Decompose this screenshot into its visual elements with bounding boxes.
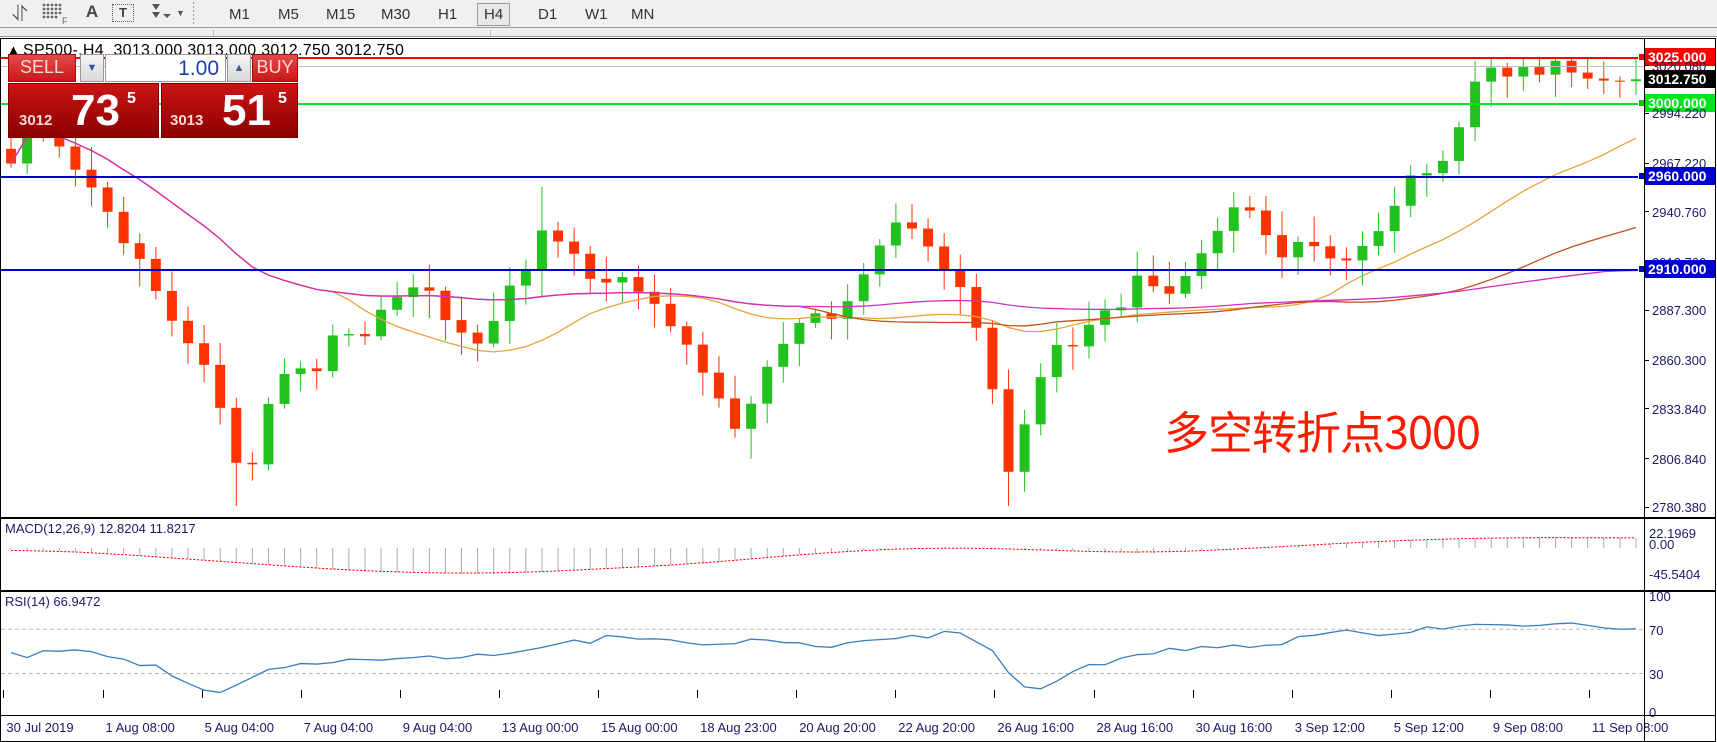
svg-text:F: F (62, 16, 68, 25)
